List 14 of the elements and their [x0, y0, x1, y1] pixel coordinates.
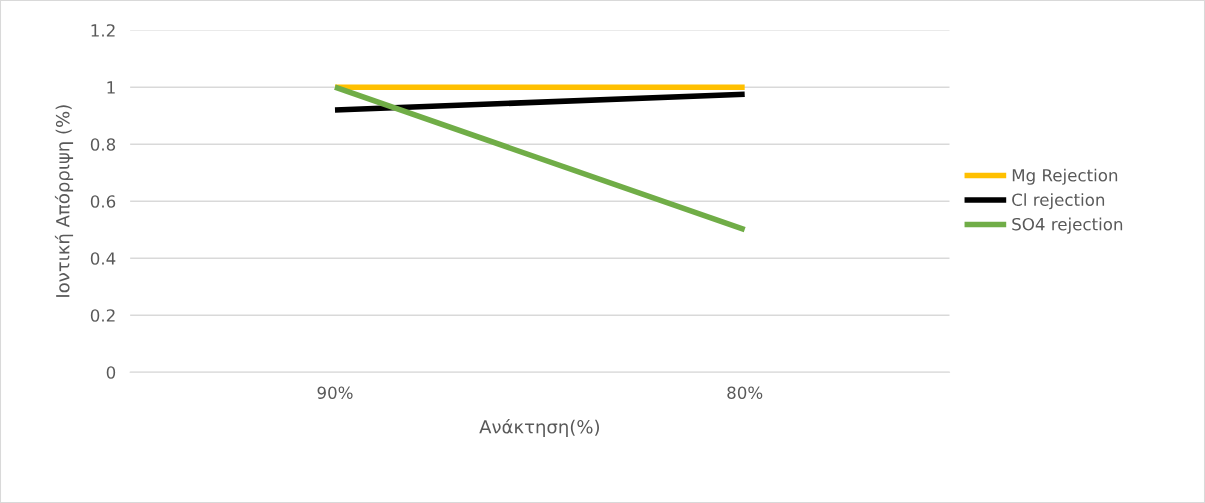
x-tick-label: 90% — [317, 386, 353, 400]
y-tick-label: 0.4 — [90, 252, 116, 265]
legend-label: SO4 rejection — [1012, 217, 1123, 234]
legend-label: Cl rejection — [1012, 193, 1105, 210]
x-tick-label: 80% — [727, 386, 763, 400]
y-tick-label: 0 — [106, 366, 116, 379]
y-tick-label: 1.2 — [91, 24, 115, 37]
y-tick-label: 0.2 — [90, 309, 115, 322]
y-tick-label: 0.8 — [90, 138, 116, 151]
legend-label: Mg Rejection — [1012, 168, 1118, 185]
y-tick-label: 1 — [107, 81, 115, 94]
y-axis-title: Ιοντική Απόρριψη (%) — [54, 105, 74, 297]
x-axis-title: Ανάκτηση(%) — [479, 418, 599, 438]
y-tick-label: 0.6 — [90, 195, 116, 208]
